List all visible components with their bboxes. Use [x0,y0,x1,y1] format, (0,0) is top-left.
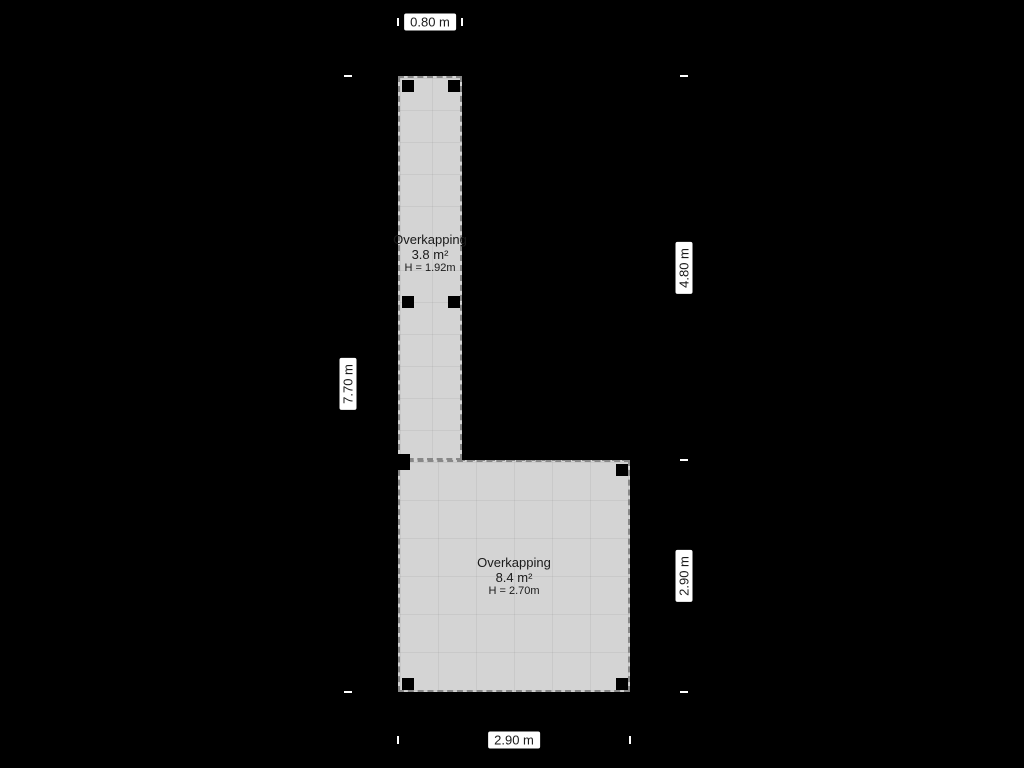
structural-post [402,80,414,92]
dimension-right-lower: 2.90 m [676,550,693,602]
structural-post [394,454,410,470]
dimension-tick [344,691,352,693]
guide-line [462,460,630,461]
structural-post [448,80,460,92]
dimension-right-upper: 4.80 m [676,242,693,294]
dimension-bottom: 2.90 m [488,732,540,749]
room-label-lower: Overkapping 8.4 m² H = 2.70m [477,555,551,597]
room-name-lower: Overkapping [477,555,551,570]
dimension-tick [397,18,399,26]
room-name-upper: Overkapping [393,232,467,247]
floor-plan-stage: Overkapping 3.8 m² H = 1.92m Overkapping… [0,0,1024,768]
dimension-tick [461,18,463,26]
room-overkapping-upper: Overkapping 3.8 m² H = 1.92m [398,76,462,460]
dimension-top: 0.80 m [404,14,456,31]
dimension-left: 7.70 m [340,358,357,410]
room-area-lower: 8.4 m² [477,570,551,585]
room-height-lower: H = 2.70m [477,585,551,597]
dimension-tick [680,75,688,77]
structural-post [448,296,460,308]
structural-post [616,678,628,690]
dimension-tick [680,459,688,461]
structural-post [616,464,628,476]
room-overkapping-lower: Overkapping 8.4 m² H = 2.70m [398,460,630,692]
dimension-tick [629,736,631,744]
room-label-upper: Overkapping 3.8 m² H = 1.92m [393,232,467,274]
dimension-tick [680,691,688,693]
dimension-tick [397,736,399,744]
room-area-upper: 3.8 m² [393,247,467,262]
structural-post [402,678,414,690]
structural-post [402,296,414,308]
dimension-tick [344,75,352,77]
room-height-upper: H = 1.92m [393,262,467,274]
